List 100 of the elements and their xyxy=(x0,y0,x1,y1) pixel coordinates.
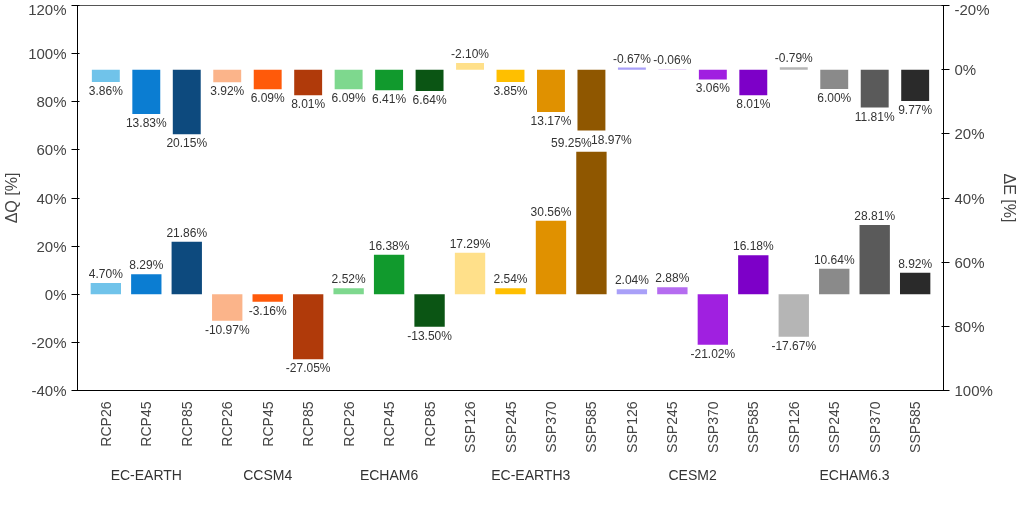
text: ECHAM6.3 xyxy=(819,466,890,483)
data-label: 2.88% xyxy=(655,271,690,286)
data-label: -2.10% xyxy=(451,46,490,61)
bar xyxy=(859,224,890,295)
bar xyxy=(294,69,323,96)
bar xyxy=(616,289,648,295)
x-tick-label: SSP585 xyxy=(583,401,600,453)
data-label: 16.18% xyxy=(732,239,774,254)
data-label: 2.04% xyxy=(614,273,650,288)
y2-tick-label: 60% xyxy=(954,253,985,271)
bar xyxy=(496,69,525,83)
data-label: 4.70% xyxy=(88,266,124,281)
bar xyxy=(212,294,243,321)
x-tick-label: RCP26 xyxy=(219,401,236,447)
data-label: 13.17% xyxy=(530,113,572,128)
bar xyxy=(414,294,445,327)
data-label: 18.97% xyxy=(591,132,633,147)
data-label: 2.54% xyxy=(493,272,528,287)
bar xyxy=(860,69,889,108)
bar xyxy=(131,274,162,295)
data-label: 3.85% xyxy=(493,84,528,99)
y-tick-label: 40% xyxy=(36,189,67,207)
text: EC-EARTH3 xyxy=(491,466,571,483)
data-label: 3.92% xyxy=(210,84,245,99)
x-tick-label: RCP26 xyxy=(340,401,357,447)
y-tick-label: -20% xyxy=(31,333,67,351)
data-label: -0.79% xyxy=(774,51,814,66)
bar xyxy=(292,294,324,360)
y-tick-label: 20% xyxy=(36,237,67,255)
data-label: 13.83% xyxy=(125,116,167,131)
data-label: -17.67% xyxy=(771,338,817,353)
y2-tick-label: 80% xyxy=(954,317,985,335)
bar xyxy=(537,69,565,112)
data-label: 11.81% xyxy=(854,109,895,124)
data-label: 10.64% xyxy=(813,252,855,267)
y2-tick-label: 20% xyxy=(954,125,985,143)
x-tick-label: SSP370 xyxy=(704,401,721,453)
data-label: 6.41% xyxy=(372,92,407,107)
data-label: 28.81% xyxy=(854,208,896,223)
data-label: -3.16% xyxy=(248,303,288,318)
x-tick-label: SSP245 xyxy=(502,401,519,453)
x-tick-label: SSP126 xyxy=(462,401,479,453)
data-label: -13.50% xyxy=(407,328,453,343)
data-label: 59.25% xyxy=(551,135,593,150)
y-tick-label: 120% xyxy=(28,0,67,18)
bar xyxy=(819,268,850,295)
x-tick-label: RCP45 xyxy=(259,401,276,447)
bar xyxy=(415,69,444,91)
data-label: 6.09% xyxy=(331,91,366,106)
data-label: -10.97% xyxy=(204,322,250,337)
data-label: -0.67% xyxy=(612,51,652,66)
bar xyxy=(778,294,809,337)
data-label: -0.06% xyxy=(653,53,692,68)
bar xyxy=(901,69,930,102)
bar xyxy=(495,288,526,295)
y2-axis-title: ΔE [%] xyxy=(1000,173,1018,223)
x-tick-label: RCP85 xyxy=(300,401,317,447)
data-label: 8.01% xyxy=(291,97,326,112)
data-label: 20.15% xyxy=(166,136,208,151)
data-label: 8.01% xyxy=(736,97,771,112)
text: CCSM4 xyxy=(243,466,293,483)
y2-tick-label: 0% xyxy=(954,61,977,79)
bar xyxy=(172,69,201,135)
data-label: -27.05% xyxy=(285,361,331,376)
y2-tick-label: -20% xyxy=(954,0,990,18)
bar xyxy=(373,254,405,295)
x-tick-label: SSP585 xyxy=(907,401,924,453)
x-tick-label: RCP85 xyxy=(421,401,438,447)
bar xyxy=(900,272,931,295)
x-tick-label: RCP26 xyxy=(97,401,114,447)
y-tick-label: 60% xyxy=(36,141,67,159)
text: ECHAM6 xyxy=(359,466,419,483)
x-tick-label: SSP370 xyxy=(542,401,559,453)
bar xyxy=(576,151,607,295)
data-label: 6.00% xyxy=(817,90,852,105)
bar xyxy=(820,69,849,89)
bar xyxy=(213,69,242,83)
bar xyxy=(697,294,729,345)
data-label: 3.06% xyxy=(695,81,731,96)
bar xyxy=(334,69,363,90)
bar xyxy=(779,67,808,70)
bar xyxy=(333,288,364,295)
y-tick-label: 0% xyxy=(44,285,67,303)
bar xyxy=(132,69,161,115)
y-tick-label: 80% xyxy=(36,93,67,111)
data-label: 16.38% xyxy=(368,238,410,253)
bar xyxy=(90,282,121,295)
bar xyxy=(171,241,202,295)
x-tick-label: RCP45 xyxy=(381,401,398,447)
bar xyxy=(375,69,404,91)
x-tick-label: SSP245 xyxy=(826,401,843,453)
data-label: 9.77% xyxy=(898,103,933,118)
bar xyxy=(456,62,484,70)
x-tick-label: RCP85 xyxy=(178,401,195,447)
data-label: 3.86% xyxy=(88,84,124,99)
y-tick-label: -40% xyxy=(31,382,67,399)
data-label: 30.56% xyxy=(530,204,572,219)
bar xyxy=(738,255,769,295)
y2-tick-label: 40% xyxy=(954,189,985,207)
data-label: 6.09% xyxy=(250,91,286,106)
